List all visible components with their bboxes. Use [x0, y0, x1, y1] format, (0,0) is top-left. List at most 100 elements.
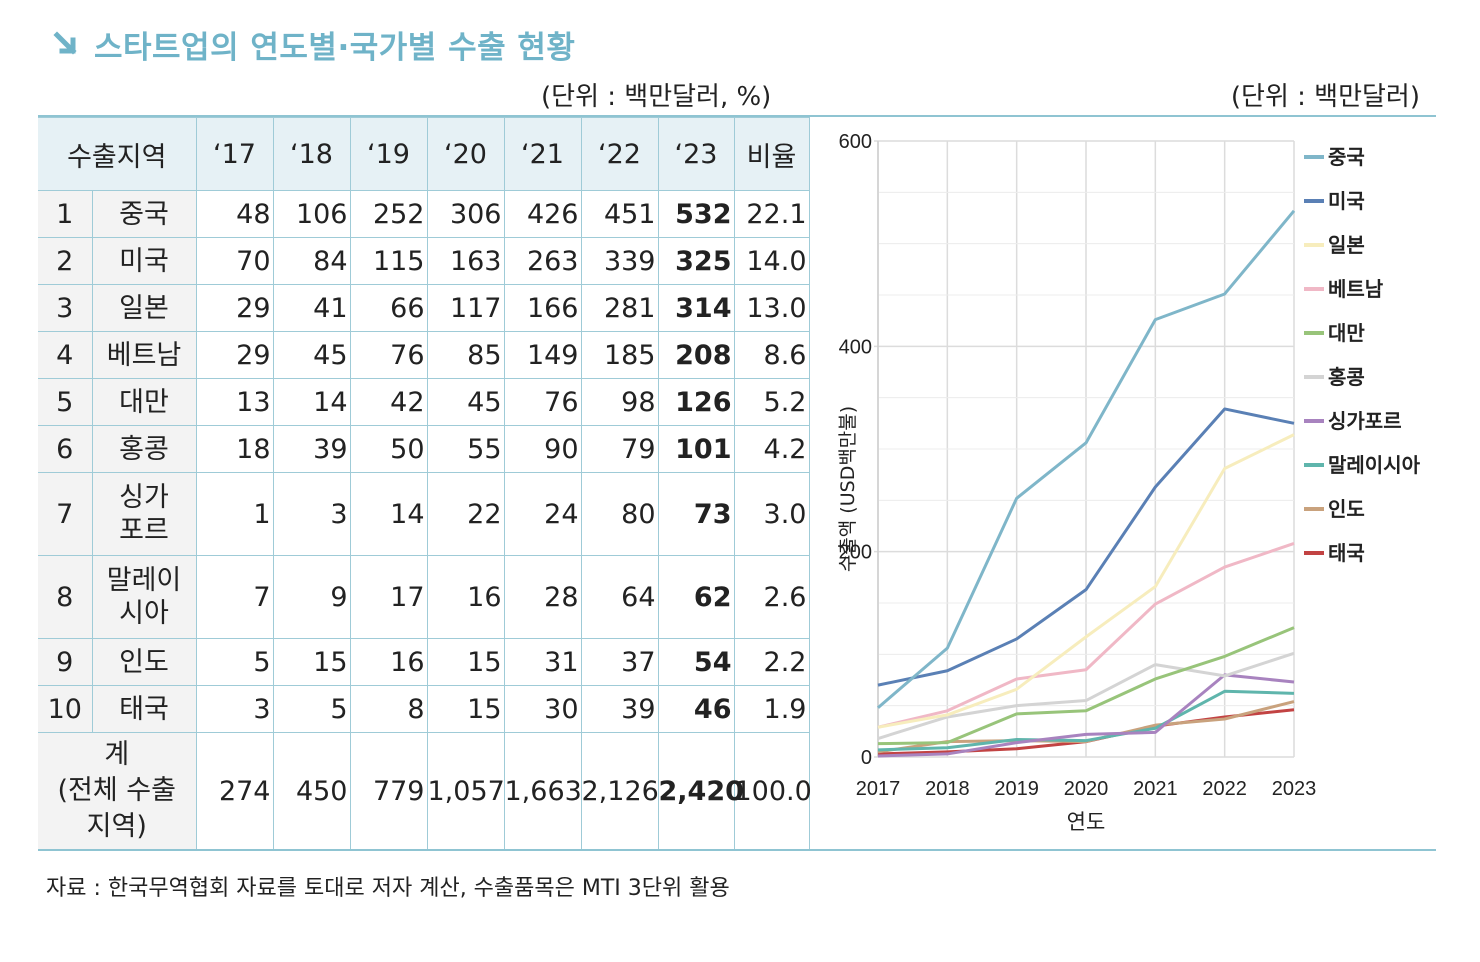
x-tick-label: 2020	[1064, 778, 1109, 800]
table-cell: 325	[657, 237, 735, 285]
country-name-line: 포르	[119, 515, 169, 546]
total-label-line: 계	[104, 739, 130, 770]
total-cell: 1,057	[426, 732, 505, 850]
table-cell: 208	[657, 331, 735, 379]
table-cell: 76	[349, 331, 428, 379]
x-tick-label: 2018	[925, 778, 970, 800]
table-cell: 13.0	[733, 284, 810, 332]
legend-label: 말레이시아	[1328, 453, 1421, 477]
total-label-line: (전체 수출	[57, 775, 176, 806]
y-tick-label: 0	[861, 747, 872, 769]
table-cell: 31	[503, 638, 582, 686]
table-cell: 281	[580, 284, 659, 332]
legend-label: 일본	[1328, 233, 1365, 257]
country-name-line: 중국	[119, 198, 169, 230]
legend-label: 대만	[1328, 321, 1365, 345]
table-cell: 149	[503, 331, 582, 379]
table-cell: 185	[580, 331, 659, 379]
table-cell: 8	[349, 685, 428, 733]
table-row: 9 인도 5 15 16 15 31 37 54 2.2	[38, 638, 810, 686]
country-name-line: 싱가	[119, 482, 169, 513]
table-cell: 126	[657, 378, 735, 426]
legend-label: 싱가포르	[1328, 409, 1402, 433]
row-country: 베트남	[91, 331, 197, 379]
table-cell: 163	[426, 237, 505, 285]
header-2021: ‘21	[503, 117, 582, 191]
row-rank: 10	[38, 685, 93, 733]
table-cell: 101	[657, 425, 735, 473]
table-row: 3 일본 29 41 66 117 166 281 314 13.0	[38, 284, 810, 332]
legend-label: 베트남	[1328, 277, 1384, 301]
row-country: 대만	[91, 378, 197, 426]
table-row: 8 말레이 시아 7 9 17 16 28 64 62 2.6	[38, 555, 810, 639]
table-cell: 3	[272, 472, 351, 556]
total-cell: 274	[195, 732, 274, 850]
row-country: 싱가 포르	[91, 472, 197, 556]
total-row: 계 (전체 수출 지역) 274 450 779 1,057 1,663 2,126 2,420 1…	[38, 732, 812, 850]
table-cell: 14	[272, 378, 351, 426]
row-rank: 7	[38, 472, 93, 556]
header-2020: ‘20	[426, 117, 505, 191]
table-cell: 15	[272, 638, 351, 686]
x-tick-label: 2019	[994, 778, 1038, 800]
table-cell: 15	[426, 685, 505, 733]
header-ratio: 비율	[733, 117, 810, 191]
table-cell: 3	[195, 685, 274, 733]
country-name-line: 시아	[119, 598, 169, 629]
row-country: 태국	[91, 685, 197, 733]
arrow-down-right-icon	[53, 31, 77, 55]
table-cell: 117	[426, 284, 505, 332]
table-cell: 4.2	[733, 425, 810, 473]
header-2017: ‘17	[195, 117, 274, 191]
y-tick-label: 200	[839, 542, 872, 564]
header-2022: ‘22	[580, 117, 659, 191]
page-title: 스타트업의 연도별·국가별 수출 현황	[52, 22, 575, 66]
total-cell: 2,420	[657, 732, 744, 850]
series-line-8	[877, 689, 1295, 752]
legend-label: 중국	[1328, 145, 1365, 169]
y-tick-label: 600	[839, 131, 872, 153]
export-line-chart: 0 200 400 600 2017 2018 2019 2020 2021 2022 2023 연도…	[837, 131, 1421, 834]
table-cell: 73	[657, 472, 735, 556]
header-2019: ‘19	[349, 117, 428, 191]
table-cell: 9	[272, 555, 351, 639]
table-cell: 5	[272, 685, 351, 733]
series-line-1	[877, 209, 1296, 709]
table-cell: 90	[503, 425, 582, 473]
table-cell: 3.0	[733, 472, 810, 556]
table-cell: 39	[580, 685, 659, 733]
country-name-line: 태국	[119, 693, 169, 725]
x-axis-title: 연도	[1067, 810, 1106, 834]
y-axis-title: 수출액 (USD백만불)	[837, 406, 859, 572]
table-cell: 263	[503, 237, 582, 285]
header-region: 수출지역	[38, 117, 197, 191]
row-rank: 2	[38, 237, 93, 285]
header-2018: ‘18	[272, 117, 351, 191]
table-cell: 45	[272, 331, 351, 379]
total-cell: 100.0	[733, 732, 812, 850]
table-cell: 22	[426, 472, 505, 556]
table-cell: 18	[195, 425, 274, 473]
table-row: 2 미국 70 84 115 163 263 339 325 14.0	[38, 237, 810, 285]
table-cell: 5.2	[733, 378, 810, 426]
table-cell: 339	[580, 237, 659, 285]
table-cell: 22.1	[733, 190, 810, 238]
total-cell: 2,126	[580, 732, 659, 850]
table-cell: 70	[195, 237, 274, 285]
table-cell: 98	[580, 378, 659, 426]
row-country: 말레이 시아	[91, 555, 197, 639]
series-line-3	[877, 433, 1295, 729]
row-rank: 4	[38, 331, 93, 379]
table-cell: 29	[195, 331, 274, 379]
legend-label: 홍콩	[1328, 365, 1365, 389]
table-cell: 42	[349, 378, 428, 426]
total-label-line: 지역)	[86, 811, 147, 842]
x-tick-label: 2021	[1133, 778, 1178, 800]
table-cell: 2.6	[733, 555, 810, 639]
series-line-4	[877, 542, 1295, 729]
table-cell: 252	[349, 190, 428, 238]
table-cell: 55	[426, 425, 505, 473]
table-row: 5 대만 13 14 42 45 76 98 126 5.2	[38, 378, 810, 426]
table-cell: 48	[195, 190, 274, 238]
